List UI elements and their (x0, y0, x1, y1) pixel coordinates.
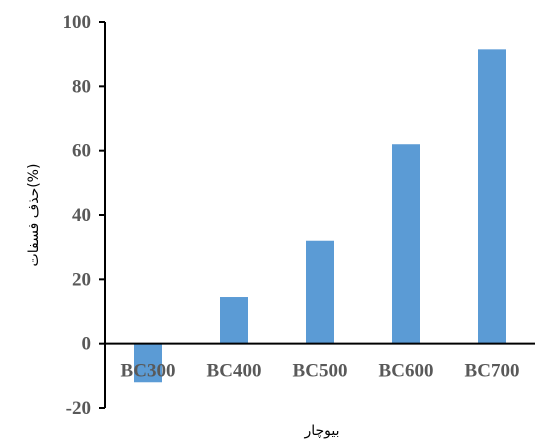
bar-bc600 (392, 144, 420, 344)
bar-bc300 (134, 343, 162, 383)
y-axis-title: حذف فسفات(%) (26, 164, 42, 267)
y-tick-label: 0 (82, 334, 92, 355)
y-axis-ticks (99, 21, 105, 409)
y-tick-label: 100 (63, 12, 92, 33)
x-tick-label-bc700: BC700 (465, 361, 520, 382)
bar-bc500 (306, 240, 334, 344)
y-tick-labels: -20 0 20 40 60 80 100 (63, 12, 92, 419)
x-axis-title: بیوچار (303, 423, 339, 439)
x-tick-label-bc400: BC400 (207, 361, 262, 382)
x-category-labels: BC300 BC400 BC500 BC600 BC700 (121, 361, 520, 382)
y-tick-label: 60 (72, 141, 91, 162)
y-tick-label: 40 (72, 205, 91, 226)
x-tick-label-bc500: BC500 (293, 361, 348, 382)
y-tick-label: -20 (66, 398, 91, 419)
bar-bc400 (220, 297, 248, 344)
x-tick-label-bc300: BC300 (121, 361, 176, 382)
bar-bc700 (478, 49, 506, 344)
y-tick-label: 20 (72, 269, 91, 290)
x-tick-label-bc600: BC600 (379, 361, 434, 382)
y-tick-label: 80 (72, 76, 91, 97)
bars-group (134, 49, 506, 383)
